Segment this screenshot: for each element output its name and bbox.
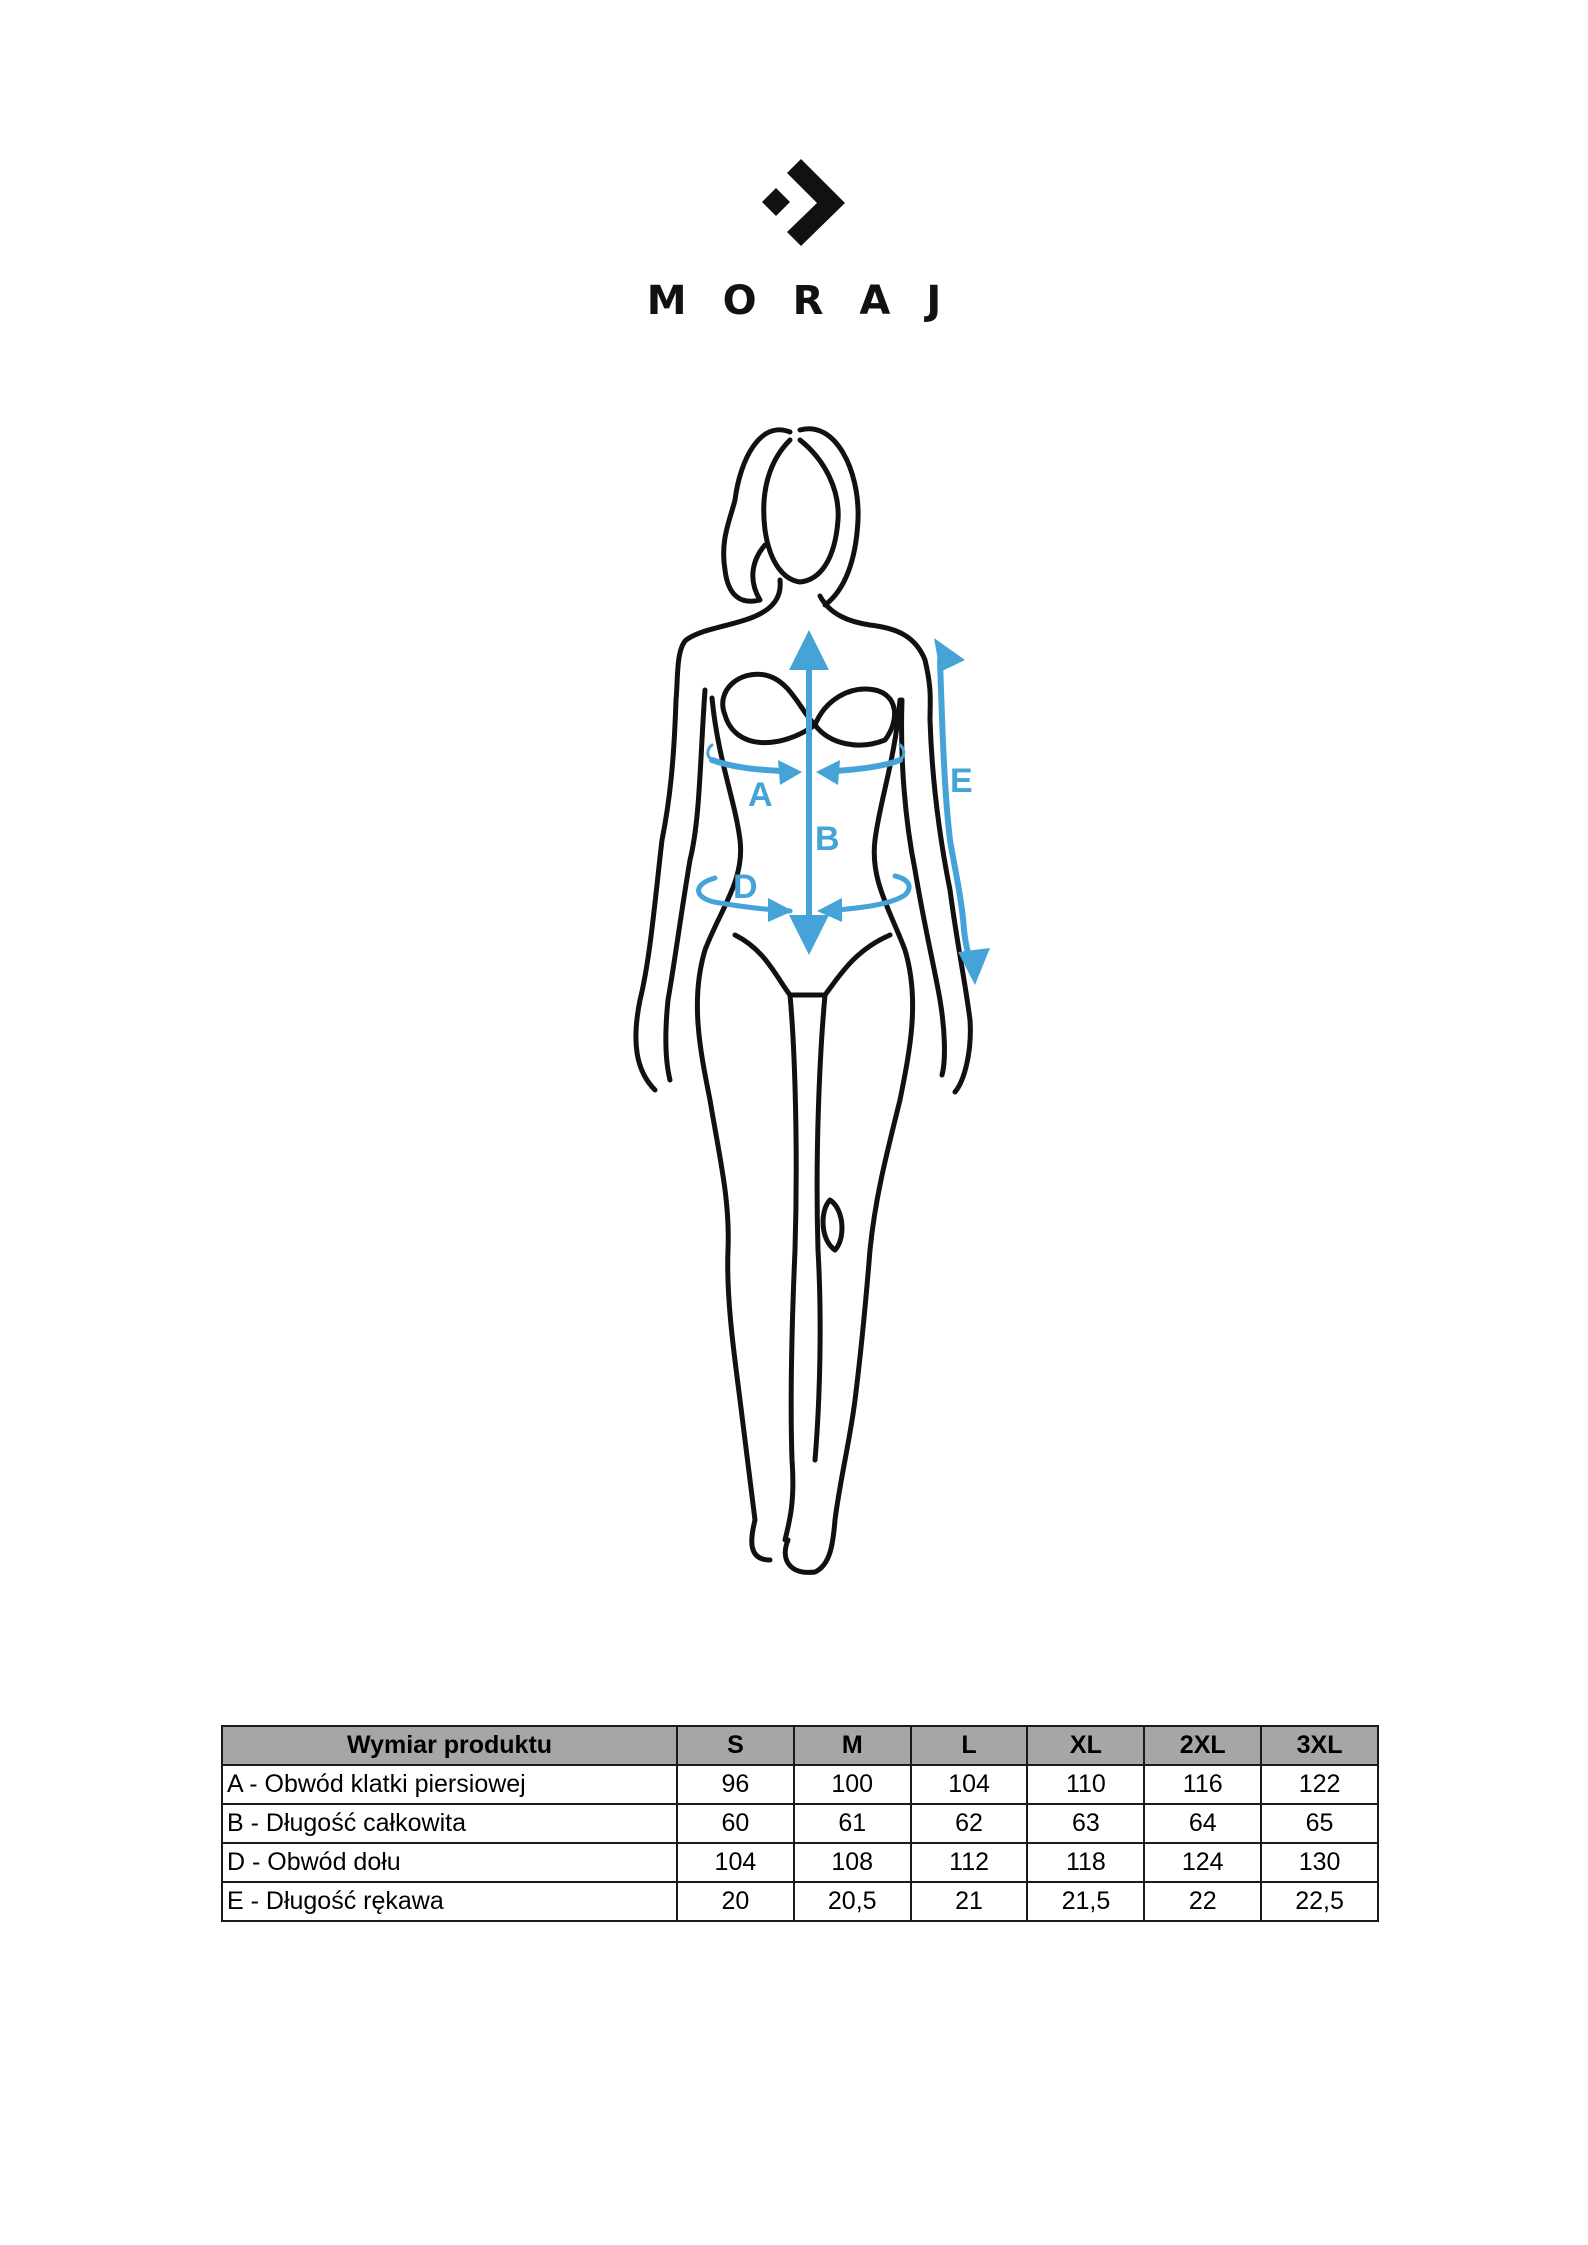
label-a: A xyxy=(748,776,773,814)
arrow-d-left-icon xyxy=(768,898,793,922)
body-measurement-figure: A B D E xyxy=(633,426,990,1575)
cell: 100 xyxy=(792,1764,912,1805)
cell: 130 xyxy=(1260,1842,1379,1883)
cell: 20 xyxy=(676,1881,795,1922)
table-header-row: Wymiar produktu S M L XL 2XL 3XL xyxy=(221,1725,1379,1766)
logo-diamond xyxy=(762,188,790,216)
table-row: B - Długość całkowita 60 61 62 63 64 65 xyxy=(221,1803,1379,1844)
arrow-e-top-icon xyxy=(934,638,965,672)
header-size: M xyxy=(792,1725,912,1766)
arrow-a-left-icon xyxy=(778,760,802,785)
cell: 64 xyxy=(1143,1803,1263,1844)
cell: 65 xyxy=(1260,1803,1379,1844)
header-size: L xyxy=(909,1725,1029,1766)
label-d: D xyxy=(733,868,758,906)
logo-chevron xyxy=(787,159,845,246)
brand-wordmark: MORAJ xyxy=(646,278,978,324)
measurement-e-line xyxy=(937,657,975,968)
label-b: B xyxy=(815,820,840,858)
row-label: D - Obwód dołu xyxy=(221,1842,678,1883)
table-row: E - Długość rękawa 20 20,5 21 21,5 22 22… xyxy=(221,1881,1379,1922)
arrow-b-top-icon xyxy=(789,630,829,670)
cell: 112 xyxy=(909,1842,1029,1883)
cell: 110 xyxy=(1026,1764,1146,1805)
cell: 21,5 xyxy=(1026,1881,1146,1922)
cell: 122 xyxy=(1260,1764,1379,1805)
body-outline xyxy=(633,426,973,1575)
cell: 21 xyxy=(909,1881,1029,1922)
cell: 96 xyxy=(676,1764,795,1805)
row-label: B - Długość całkowita xyxy=(221,1803,678,1844)
size-table: Wymiar produktu S M L XL 2XL 3XL A - Obw… xyxy=(221,1725,1379,1922)
header-size: S xyxy=(676,1725,795,1766)
cell: 22,5 xyxy=(1260,1881,1379,1922)
arrow-b-bottom-icon xyxy=(789,915,829,955)
table-row: D - Obwód dołu 104 108 112 118 124 130 xyxy=(221,1842,1379,1883)
cell: 108 xyxy=(792,1842,912,1883)
header-size: XL xyxy=(1026,1725,1146,1766)
header-dimension: Wymiar produktu xyxy=(221,1725,678,1766)
cell: 124 xyxy=(1143,1842,1263,1883)
cell: 116 xyxy=(1143,1764,1263,1805)
label-e: E xyxy=(950,762,973,800)
cell: 63 xyxy=(1026,1803,1146,1844)
cell: 60 xyxy=(676,1803,795,1844)
cell: 61 xyxy=(792,1803,912,1844)
cell: 104 xyxy=(676,1842,795,1883)
arrow-d-right-icon xyxy=(817,898,842,922)
arrow-a-right-icon xyxy=(816,760,840,785)
arrow-e-bottom-icon xyxy=(958,948,990,985)
cell: 20,5 xyxy=(792,1881,912,1922)
table-row: A - Obwód klatki piersiowej 96 100 104 1… xyxy=(221,1764,1379,1805)
moraj-logo-icon xyxy=(762,159,845,246)
row-label: E - Długość rękawa xyxy=(221,1881,678,1922)
cell: 22 xyxy=(1143,1881,1263,1922)
measurement-arrows xyxy=(696,630,990,985)
cell: 118 xyxy=(1026,1842,1146,1883)
row-label: A - Obwód klatki piersiowej xyxy=(221,1764,678,1805)
cell: 104 xyxy=(909,1764,1029,1805)
cell: 62 xyxy=(909,1803,1029,1844)
header-size: 3XL xyxy=(1260,1725,1379,1766)
header-size: 2XL xyxy=(1143,1725,1263,1766)
